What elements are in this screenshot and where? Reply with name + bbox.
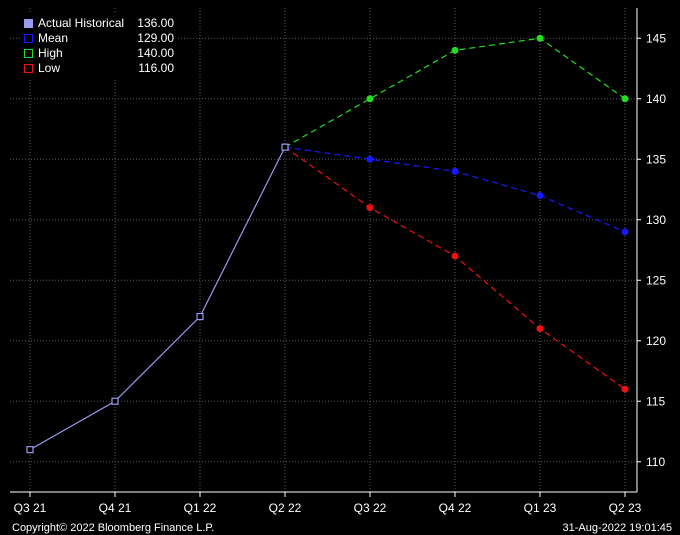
series-line-actual-historical	[29, 146, 286, 451]
legend-value: 129.00	[137, 31, 174, 45]
marker-low	[621, 385, 629, 393]
marker-low	[451, 252, 459, 260]
legend-item-high: High 140.00	[24, 46, 174, 61]
marker-actual-historical	[26, 446, 34, 454]
legend-label: Low	[38, 61, 61, 75]
y-tick-label: 130	[646, 213, 666, 227]
legend-swatch	[24, 64, 33, 73]
marker-high	[366, 95, 374, 103]
legend-value: 136.00	[137, 16, 174, 30]
tick-labels: 110 115 120 125 130 135 140 145 Q3 21 Q4 21 Q1 22 Q…	[14, 31, 667, 515]
y-tick-label: 120	[646, 334, 666, 348]
x-tick-label: Q1 22	[184, 501, 217, 515]
marker-low	[536, 325, 544, 333]
legend-swatch	[24, 49, 33, 58]
marker-high	[536, 34, 544, 42]
series-markers	[26, 34, 629, 454]
legend-swatch	[24, 34, 33, 43]
grid	[10, 8, 637, 492]
marker-mean	[451, 167, 459, 175]
legend-item-low: Low 116.00	[24, 61, 174, 76]
x-tick-label: Q2 23	[609, 501, 642, 515]
y-tick-label: 140	[646, 92, 666, 106]
marker-actual-historical	[196, 312, 204, 321]
x-tick-label: Q3 22	[354, 501, 387, 515]
marker-high	[451, 46, 459, 54]
marker-high	[621, 95, 629, 103]
x-tick-label: Q3 21	[14, 501, 47, 515]
marker-actual-historical	[111, 397, 119, 405]
series-line-low	[284, 146, 626, 390]
legend-item-mean: Mean 129.00	[24, 31, 174, 46]
x-tick-label: Q2 22	[269, 501, 302, 515]
legend-label: Mean	[38, 31, 69, 45]
marker-mean	[366, 155, 374, 163]
legend-value: 116.00	[138, 61, 174, 75]
marker-mean	[621, 228, 629, 236]
legend: Actual Historical 136.00 Mean 129.00 High 140…	[20, 14, 178, 78]
copyright-text: Copyright© 2022 Bloomberg Finance L.P.	[12, 522, 215, 534]
y-tick-label: 145	[646, 31, 666, 45]
axes	[10, 8, 641, 497]
marker-actual-historical	[281, 143, 289, 151]
y-tick-label: 115	[646, 394, 665, 408]
legend-swatch	[24, 19, 33, 28]
y-tick-label: 125	[646, 273, 666, 287]
series-line-mean	[284, 146, 626, 233]
legend-label: High	[38, 46, 63, 60]
y-tick-label: 110	[646, 455, 665, 469]
x-tick-label: Q4 21	[99, 501, 132, 515]
series-lines	[29, 37, 626, 451]
legend-item-actual-historical: Actual Historical 136.00	[24, 16, 174, 31]
marker-low	[366, 204, 374, 212]
timestamp-text: 31-Aug-2022 19:01:45	[562, 522, 672, 534]
x-tick-label: Q4 22	[439, 501, 472, 515]
legend-value: 140.00	[137, 46, 174, 60]
marker-mean	[536, 192, 544, 200]
legend-label: Actual Historical	[38, 16, 125, 30]
y-tick-label: 135	[646, 152, 666, 166]
x-tick-label: Q1 23	[524, 501, 557, 515]
